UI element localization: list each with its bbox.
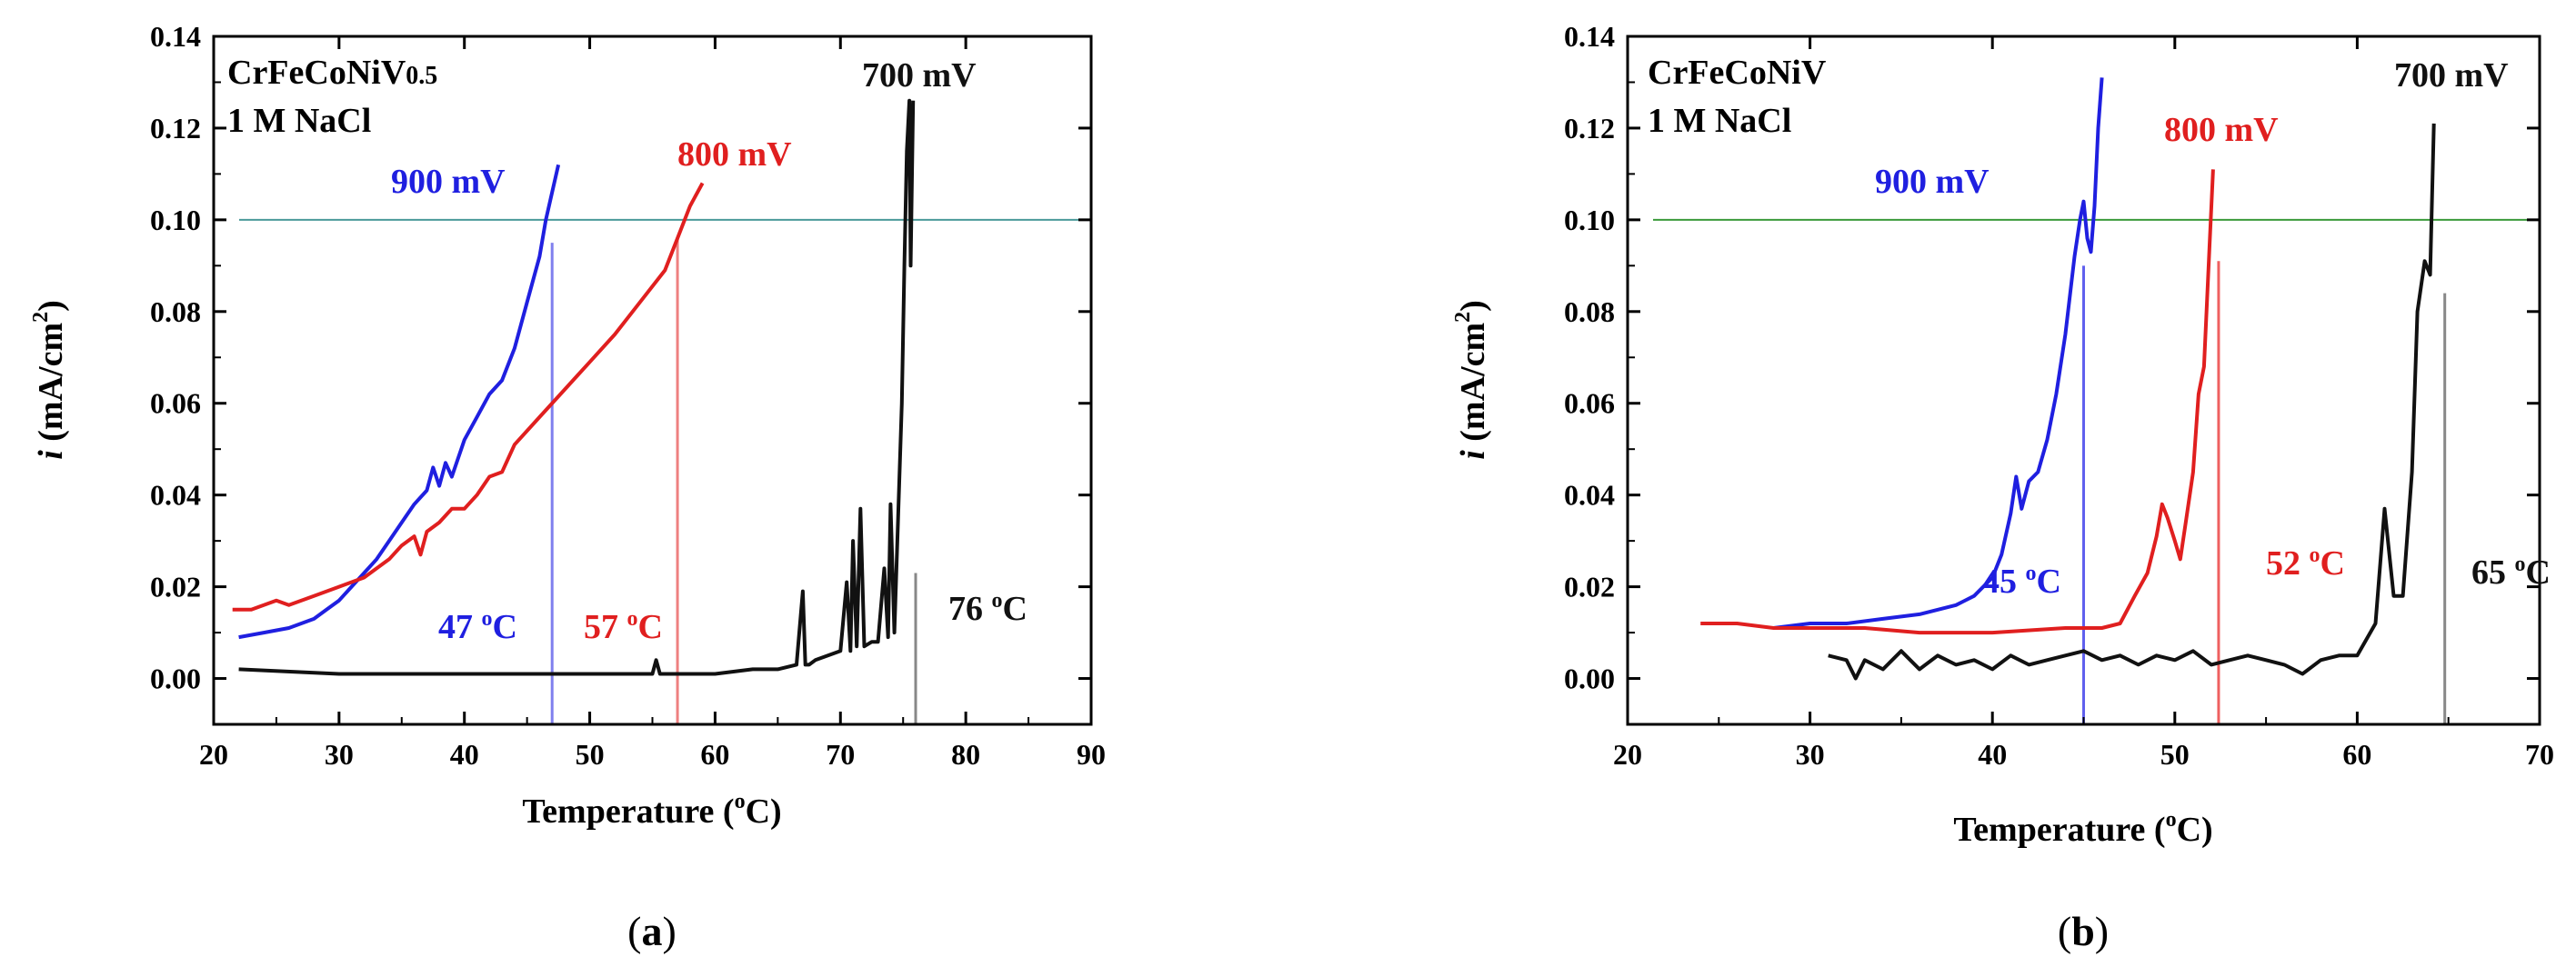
y-tick-label: 0.04 xyxy=(1564,479,1615,512)
panel-a-x-axis-title: Temperature (oC) xyxy=(522,790,781,831)
panel-b-label-900mv: 900 mV xyxy=(1875,163,1990,201)
y-tick-label: 0.12 xyxy=(1564,112,1615,145)
panel-a-marker-76: 76 oC xyxy=(948,589,1027,628)
panel-a-marker-57: 57 oC xyxy=(584,607,663,646)
y-tick-label: 0.10 xyxy=(1564,204,1615,236)
panel-b-alloy-label: CrFeCoNiV xyxy=(1648,54,1827,92)
y-tick-label: 0.08 xyxy=(1564,295,1615,328)
x-tick-label: 50 xyxy=(576,738,605,771)
panel-a-caption: (a) xyxy=(627,908,677,954)
panel-b-marker-65: 65 oC xyxy=(2471,553,2551,592)
panel-a-y-ticks: 0.00 0.02 0.04 0.06 0.08 0.10 0.12 0.14 xyxy=(150,20,1091,695)
y-tick-label: 0.00 xyxy=(150,663,201,695)
x-tick-label: 70 xyxy=(826,738,855,771)
panel-b-x-axis-title: Temperature (oC) xyxy=(1953,808,2212,849)
panel-b-marker-52: 52 oC xyxy=(2266,543,2345,583)
panel-b-label-700mv: 700 mV xyxy=(2394,56,2509,95)
panel-a-plot-area xyxy=(232,98,1082,724)
x-tick-label: 30 xyxy=(325,738,354,771)
y-tick-label: 0.14 xyxy=(150,20,201,53)
x-tick-label: 30 xyxy=(1796,738,1825,771)
y-tick-label: 0.06 xyxy=(150,387,201,420)
panel-a-label-700mv: 700 mV xyxy=(862,56,977,95)
panel-b-y-ticks: 0.00 0.02 0.04 0.06 0.08 0.10 0.12 0.14 xyxy=(1564,20,2540,695)
x-tick-label: 60 xyxy=(700,738,729,771)
panel-a-x-ticks: 20 30 40 50 60 70 80 90 xyxy=(199,36,1106,771)
x-tick-label: 90 xyxy=(1077,738,1106,771)
series-line-700mv xyxy=(1828,123,2436,681)
panel-a-label-800mv: 800 mV xyxy=(677,135,792,174)
x-tick-label: 70 xyxy=(2525,738,2554,771)
panel-b-y-axis-title: i (mA/cm2) xyxy=(1451,300,1492,460)
panel-b-caption: (b) xyxy=(2058,908,2109,954)
panel-a-solution-label: 1 M NaCl xyxy=(227,102,371,140)
y-tick-label: 0.06 xyxy=(1564,387,1615,420)
series-line-800mv xyxy=(232,182,705,612)
x-tick-label: 80 xyxy=(951,738,980,771)
y-tick-label: 0.02 xyxy=(1564,571,1615,603)
y-tick-label: 0.08 xyxy=(150,295,201,328)
y-tick-label: 0.14 xyxy=(1564,20,1615,53)
series-line-800mv xyxy=(1700,169,2215,635)
y-tick-label: 0.02 xyxy=(150,571,201,603)
panel-b-x-ticks: 20 30 40 50 60 70 xyxy=(1613,36,2554,771)
panel-a-marker-47: 47 oC xyxy=(438,607,517,646)
x-tick-label: 40 xyxy=(1978,738,2007,771)
series-line-900mv xyxy=(1773,77,2104,630)
y-tick-label: 0.10 xyxy=(150,204,201,236)
panel-b-label-800mv: 800 mV xyxy=(2164,111,2279,149)
panel-b-marker-45: 45 oC xyxy=(1982,562,2061,601)
panel-b-solution-label: 1 M NaCl xyxy=(1648,102,1791,140)
y-tick-label: 0.12 xyxy=(150,112,201,145)
x-tick-label: 40 xyxy=(450,738,479,771)
x-tick-label: 50 xyxy=(2160,738,2190,771)
panel-a-y-axis-title: i (mA/cm2) xyxy=(29,300,70,460)
x-tick-label: 20 xyxy=(199,738,228,771)
panel-b: 20 30 40 50 60 70 0.00 0.02 0.04 0.06 0.08 0.10 0.1… xyxy=(1451,20,2554,954)
series-line-900mv xyxy=(238,164,561,640)
y-tick-label: 0.00 xyxy=(1564,663,1615,695)
series-line-700mv xyxy=(238,98,916,676)
panel-a: 20 30 40 50 60 70 80 90 0.00 0.02 0.04 0.06 0.08 0.1… xyxy=(29,20,1106,954)
x-tick-label: 20 xyxy=(1613,738,1642,771)
panel-a-label-900mv: 900 mV xyxy=(391,163,506,201)
panel-b-plot-area xyxy=(1653,77,2531,724)
panel-a-alloy-label: CrFeCoNiV0.5 xyxy=(227,54,437,92)
x-tick-label: 60 xyxy=(2342,738,2371,771)
y-tick-label: 0.04 xyxy=(150,479,201,512)
